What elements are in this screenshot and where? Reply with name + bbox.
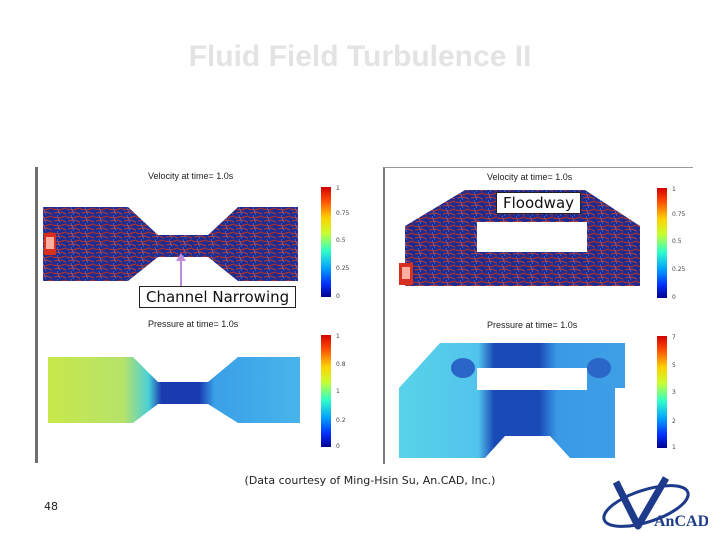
- left-simulation-graphic: [43, 207, 300, 423]
- left-velocity-title: Velocity at time= 1.0s: [148, 171, 234, 181]
- logo-text: AnCAD: [654, 513, 708, 530]
- slide-title: Fluid Field Turbulence II: [188, 40, 532, 73]
- left-simulation-panel: Velocity at time= 1.0s: [35, 167, 356, 463]
- ancad-logo: AnCAD: [596, 470, 709, 536]
- left-pressure-title: Pressure at time= 1.0s: [148, 319, 239, 329]
- right-velocity-ticks: 1 0.75 0.5 0.25 0: [672, 186, 686, 301]
- channel-narrowing-callout: Channel Narrowing: [139, 286, 297, 308]
- right-pressure-colorbar: [657, 336, 667, 448]
- right-pressure-title: Pressure at time= 1.0s: [487, 320, 578, 330]
- data-credit-caption: (Data courtesy of Ming-Hsin Su, An.CAD, …: [244, 474, 496, 487]
- right-pressure-ticks: 7 5 3 2 1: [672, 334, 676, 451]
- right-velocity-colorbar: [657, 188, 667, 298]
- right-simulation-graphic: [399, 190, 640, 458]
- page-number: 48: [44, 500, 58, 513]
- left-velocity-ticks: 1 0.75 0.5 0.25 0: [336, 185, 350, 300]
- left-velocity-colorbar: [321, 187, 331, 297]
- floodway-callout: Floodway: [496, 192, 582, 214]
- left-pressure-ticks: 1 0.8 1 0.2 0: [336, 333, 346, 450]
- left-pressure-colorbar: [321, 335, 331, 447]
- right-simulation-panel: Velocity at time= 1.0s: [383, 167, 693, 464]
- right-velocity-title: Velocity at time= 1.0s: [487, 172, 573, 182]
